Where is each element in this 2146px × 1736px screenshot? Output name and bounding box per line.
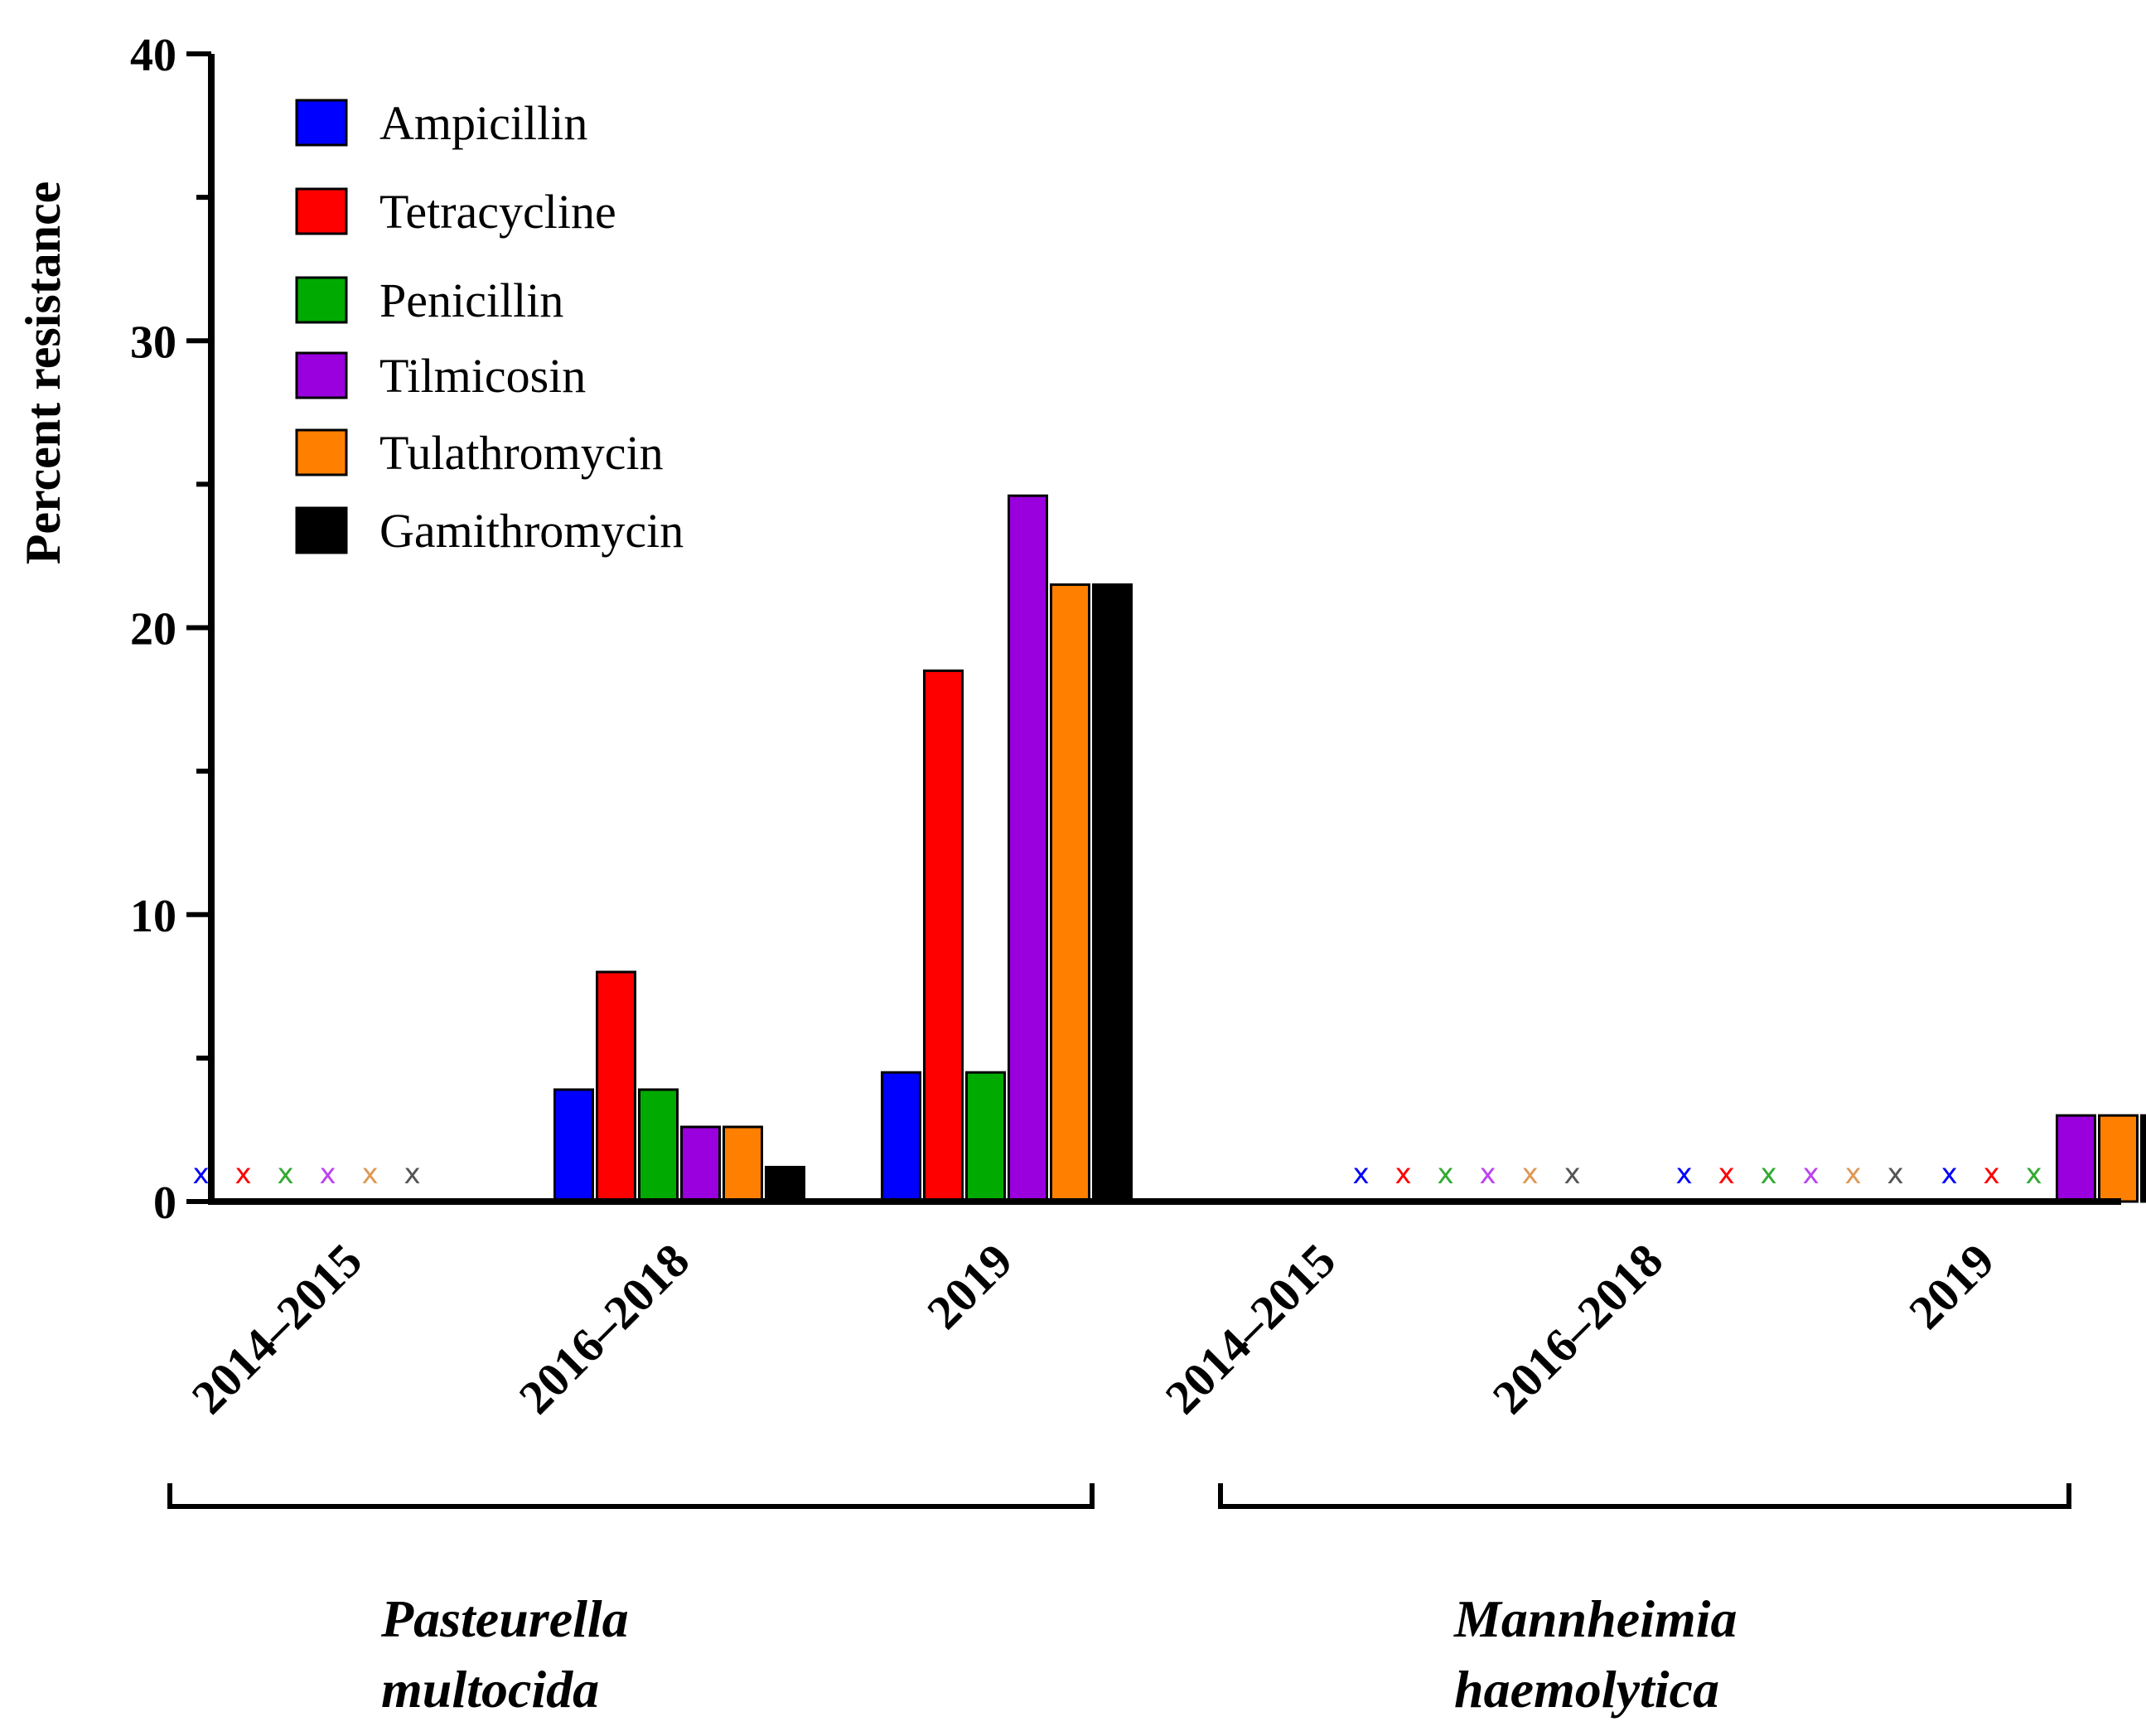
zero-marker-penicillin-4: x: [1760, 1158, 1776, 1191]
bar-tilmicosin-1: [680, 1125, 721, 1203]
legend-label-tulathromycin: Tulathromycin: [379, 426, 664, 480]
zero-marker-tilmicosin-4: x: [1802, 1158, 1819, 1191]
zero-marker-tetracycline-5: x: [1983, 1158, 1999, 1191]
bar-tilmicosin-5: [2056, 1114, 2096, 1203]
bar-penicillin-2: [965, 1071, 1006, 1203]
zero-marker-ampicillin-0: x: [192, 1158, 209, 1191]
legend-swatch-tetracycline: [295, 187, 348, 235]
x-category-label: 2019: [1898, 1233, 2004, 1339]
legend-label-tetracycline: Tetracycline: [379, 185, 616, 239]
y-tick-label: 40: [130, 30, 176, 81]
legend-swatch-gamithromycin: [295, 506, 348, 554]
y-axis-label: Percent resistance: [16, 181, 70, 565]
legend-swatch-tilmicosin: [295, 351, 348, 399]
bar-gamithromycin-2: [1092, 583, 1133, 1203]
bar-gamithromycin-1: [765, 1165, 805, 1203]
x-category-label: 2019: [916, 1233, 1022, 1339]
bar-tetracycline-2: [923, 669, 964, 1203]
bar-tetracycline-1: [596, 970, 636, 1203]
legend-swatch-tulathromycin: [295, 428, 348, 476]
group-label-line1: Mannheimia: [1453, 1589, 1737, 1648]
legend: Ampicillin Tetracycline Penicillin Tilmicos…: [295, 96, 684, 558]
zero-marker-ampicillin-3: x: [1352, 1158, 1369, 1191]
y-tick-label: 30: [130, 317, 176, 368]
zero-marker-penicillin-5: x: [2025, 1158, 2042, 1191]
bar-tulathromycin-2: [1050, 583, 1090, 1203]
x-category-label: 2016–2018: [1482, 1233, 1674, 1424]
bar-penicillin-1: [638, 1088, 679, 1203]
zero-marker-penicillin-3: x: [1437, 1158, 1453, 1191]
zero-marker-tetracycline-4: x: [1718, 1158, 1734, 1191]
y-tick-label: 0: [153, 1177, 176, 1229]
bar-tulathromycin-1: [723, 1125, 763, 1203]
zero-marker-gamithromycin-3: x: [1564, 1158, 1580, 1191]
group-label-line2: haemolytica: [1454, 1660, 1719, 1719]
zero-marker-tulathromycin-0: x: [361, 1158, 378, 1191]
bar-ampicillin-2: [881, 1071, 921, 1203]
x-category-label: 2014–2015: [1155, 1233, 1346, 1424]
group-bracket: [167, 1483, 1095, 1509]
zero-marker-tetracycline-3: x: [1394, 1158, 1411, 1191]
y-tick-label: 10: [130, 891, 176, 942]
group-bracket: [1218, 1483, 2071, 1509]
group-label-line2: multocida: [381, 1660, 599, 1719]
bar-tulathromycin-5: [2098, 1114, 2139, 1203]
zero-marker-tulathromycin-3: x: [1521, 1158, 1538, 1191]
x-category-label: 2016–2018: [509, 1233, 700, 1424]
zero-marker-penicillin-0: x: [277, 1158, 293, 1191]
bar-tilmicosin-2: [1008, 494, 1048, 1203]
zero-marker-gamithromycin-4: x: [1887, 1158, 1903, 1191]
zero-marker-tilmicosin-0: x: [319, 1158, 336, 1191]
bar-gamithromycin-5: [2140, 1114, 2146, 1203]
bar-ampicillin-1: [553, 1088, 594, 1203]
axes: 0 10 20 30 40: [130, 30, 2121, 1229]
zero-marker-ampicillin-4: x: [1675, 1158, 1692, 1191]
zero-marker-tilmicosin-3: x: [1479, 1158, 1496, 1191]
legend-label-penicillin: Penicillin: [379, 273, 563, 327]
plot-area: x x x xx x x xx x x xx x xx x xx x x: [192, 494, 2146, 1203]
zero-marker-tetracycline-0: x: [234, 1158, 251, 1191]
legend-label-gamithromycin: Gamithromycin: [379, 504, 684, 558]
legend-label-tilmicosin: Tilmicosin: [379, 349, 586, 403]
x-category-label: 2014–2015: [181, 1233, 373, 1424]
zero-marker-gamithromycin-0: x: [404, 1158, 420, 1191]
legend-label-ampicillin: Ampicillin: [379, 96, 587, 150]
legend-swatch-ampicillin: [295, 99, 348, 147]
group-label-line1: Pasteurella: [380, 1589, 629, 1648]
zero-marker-tulathromycin-4: x: [1844, 1158, 1861, 1191]
zero-marker-ampicillin-5: x: [1941, 1158, 1957, 1191]
legend-swatch-penicillin: [295, 276, 348, 324]
y-tick-label: 20: [130, 604, 176, 655]
